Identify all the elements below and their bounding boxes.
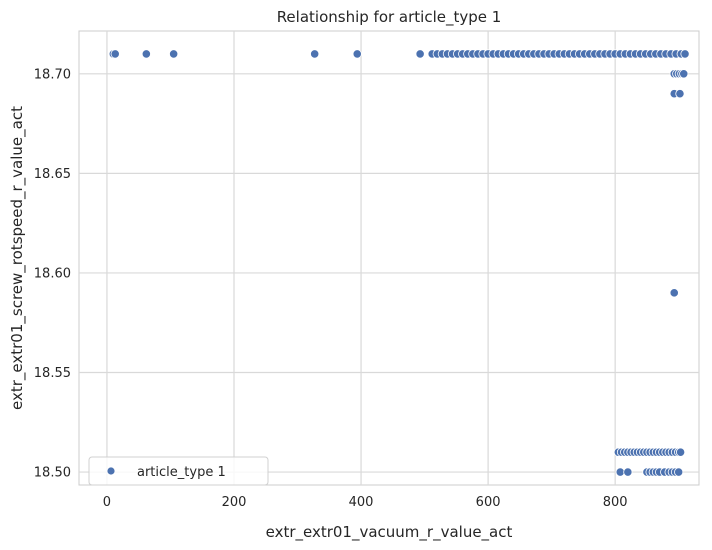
data-point: [352, 49, 362, 59]
data-point: [110, 49, 120, 59]
data-point: [615, 467, 625, 477]
x-tick-label: 600: [476, 495, 501, 510]
data-point: [675, 89, 685, 99]
x-axis-label: extr_extr01_vacuum_r_value_act: [266, 523, 513, 542]
chart-title: Relationship for article_type 1: [277, 8, 502, 27]
data-point: [310, 49, 320, 59]
data-point: [415, 49, 425, 59]
y-tick-label: 18.50: [34, 466, 71, 481]
data-point: [623, 467, 633, 477]
y-tick-label: 18.60: [34, 266, 71, 281]
legend: article_type 1: [88, 456, 269, 486]
plot-frame: [78, 30, 700, 486]
legend-label: article_type 1: [137, 465, 226, 480]
legend-marker: [106, 466, 116, 476]
x-tick-label: 0: [103, 495, 111, 510]
data-point: [169, 49, 179, 59]
data-points: [108, 49, 690, 477]
y-tick-label: 18.55: [34, 366, 71, 381]
data-point: [675, 447, 686, 457]
data-point: [141, 49, 151, 59]
plot-area: [78, 30, 700, 486]
data-point: [669, 288, 679, 298]
y-tick-label: 18.70: [34, 67, 71, 82]
y-axis-ticks: 18.50 18.55 18.60 18.65 18.70: [34, 67, 71, 480]
y-axis-label: extr_extr01_screw_rotspeed_r_value_act: [8, 106, 27, 410]
data-point: [674, 467, 684, 477]
x-axis-ticks: 0 200 400 600 800: [103, 495, 628, 510]
data-point: [679, 69, 689, 79]
x-tick-label: 200: [222, 495, 247, 510]
legend-box: [88, 456, 269, 486]
x-tick-label: 400: [349, 495, 374, 510]
x-tick-label: 800: [603, 495, 628, 510]
y-tick-label: 18.65: [34, 167, 71, 182]
data-point: [680, 49, 690, 59]
